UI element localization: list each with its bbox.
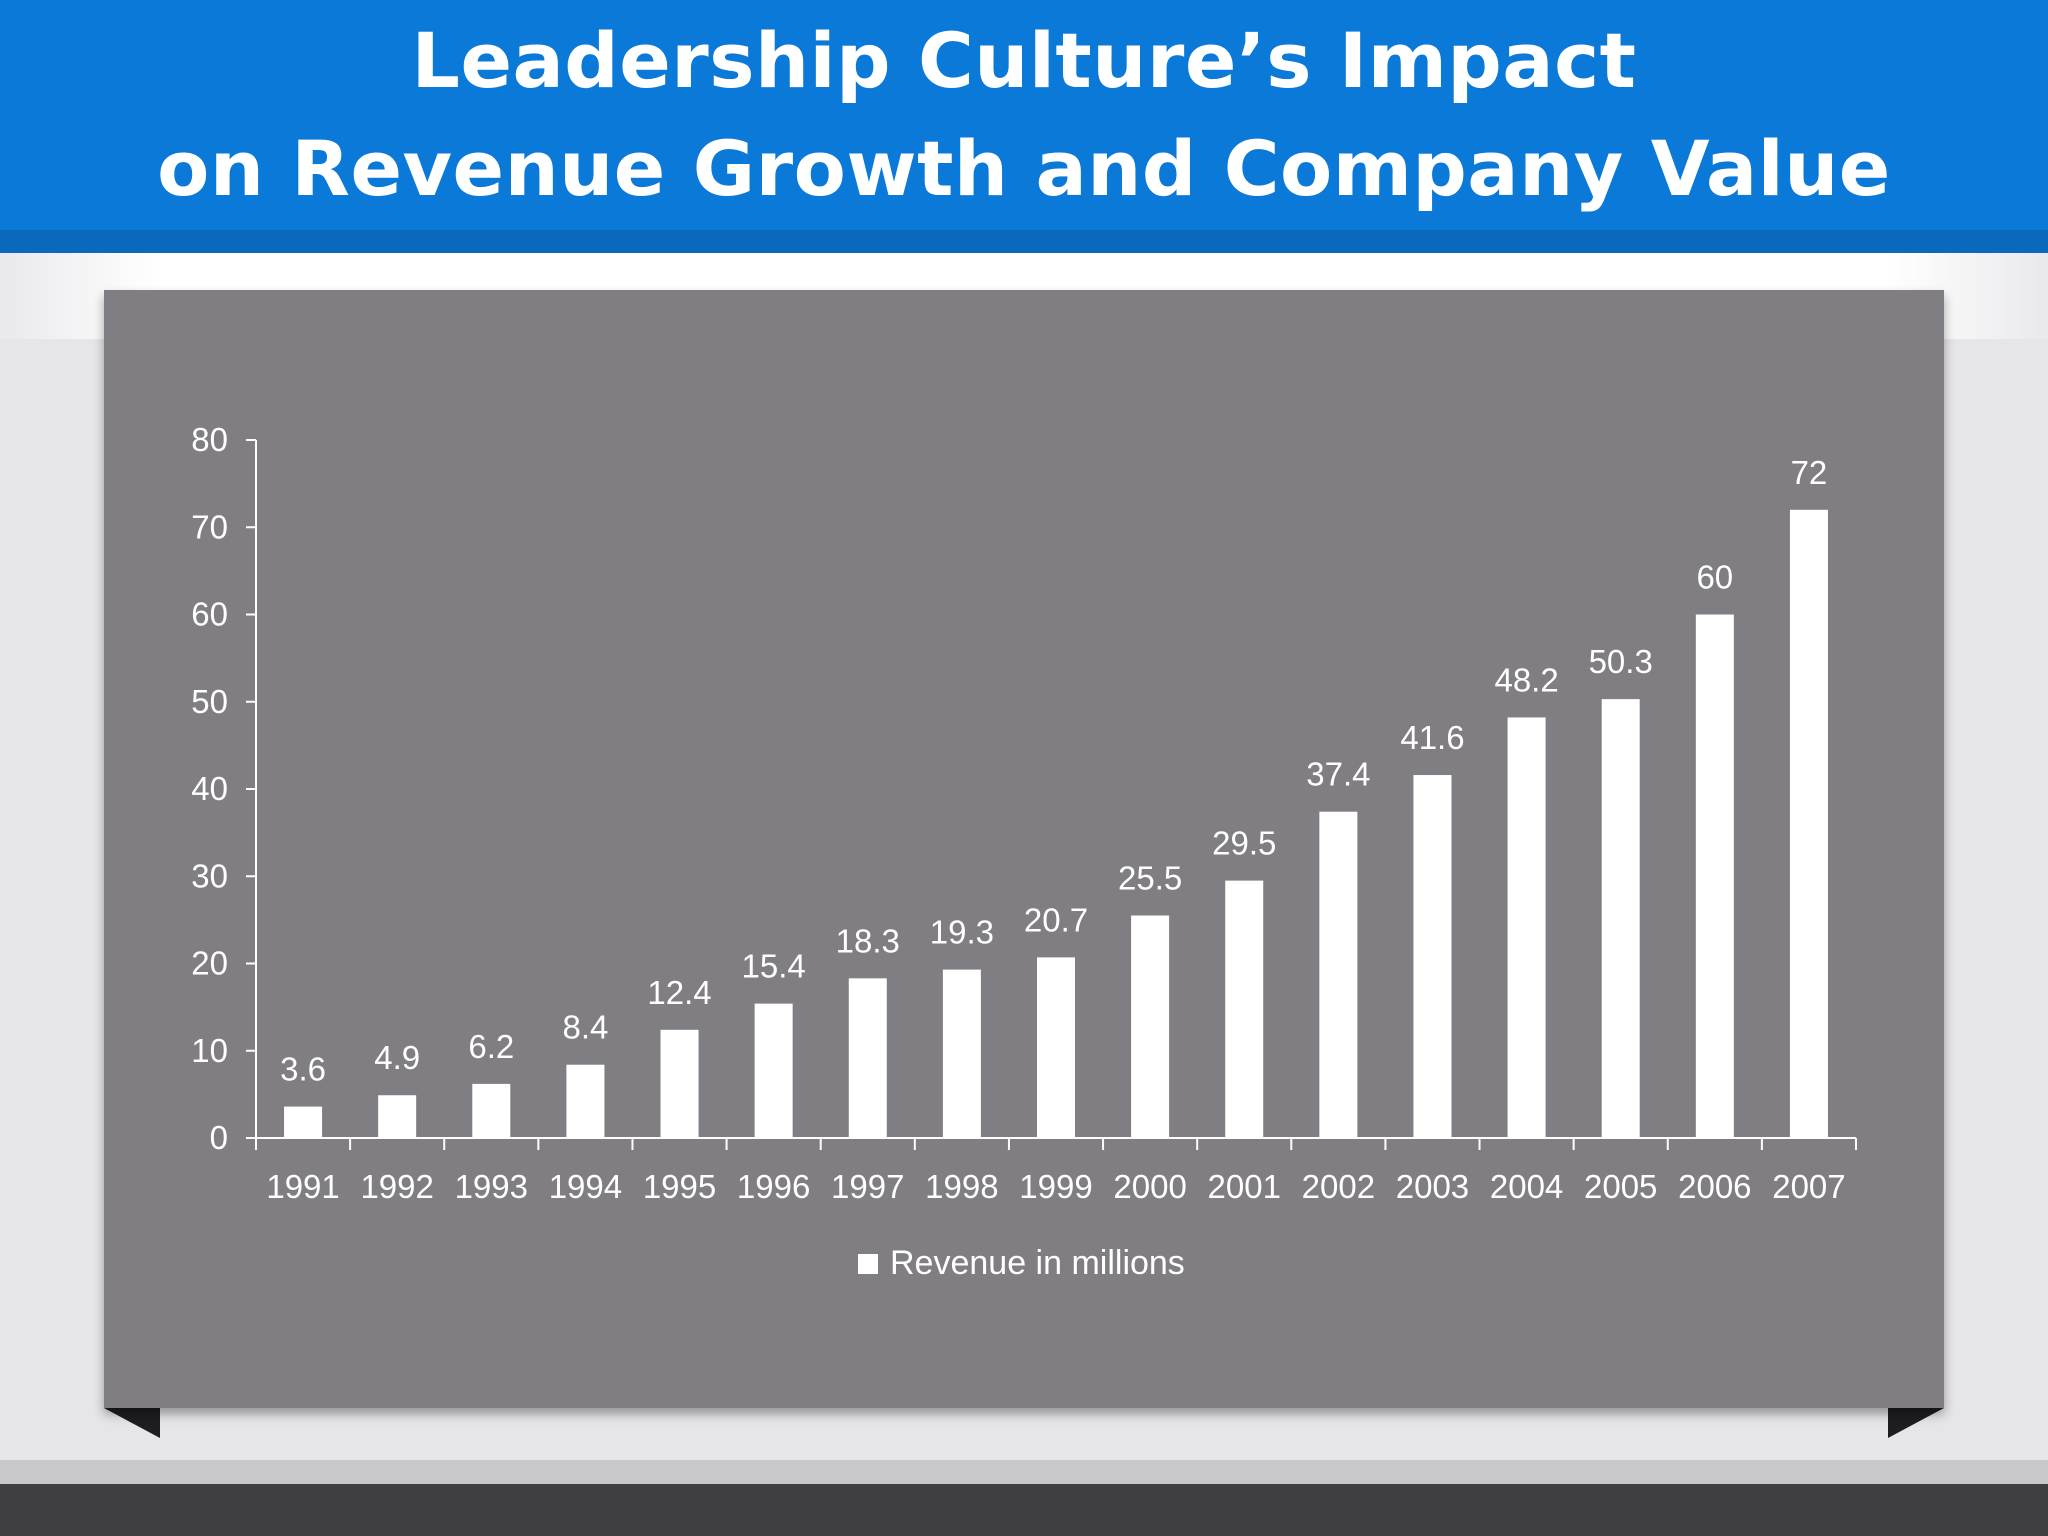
data-label-1994: 8.4 xyxy=(562,1009,608,1046)
bar-1994 xyxy=(566,1064,605,1138)
x-tick-label-1993: 1993 xyxy=(455,1168,528,1205)
y-tick-label: 50 xyxy=(191,683,228,720)
bar-1996 xyxy=(754,1003,793,1138)
bar-1991 xyxy=(284,1106,323,1138)
data-label-1997: 18.3 xyxy=(836,922,900,959)
chart-panel: 0 10 20 30 40 50 60 70 80 3.6 1991 4.9 1992 6.2 1993 8.… xyxy=(104,290,1944,1408)
data-label-2004: 48.2 xyxy=(1494,661,1558,698)
x-tick-label-1999: 1999 xyxy=(1019,1168,1092,1205)
data-label-2002: 37.4 xyxy=(1306,756,1370,793)
footer-bar xyxy=(0,1484,2048,1536)
legend-label: Revenue in millions xyxy=(890,1244,1185,1282)
bar-1992 xyxy=(378,1095,417,1138)
bar-1997 xyxy=(848,978,887,1138)
title-bar: Leadership Culture’s Impact on Revenue G… xyxy=(0,0,2048,230)
x-tick-label-2001: 2001 xyxy=(1208,1168,1281,1205)
x-tick-label-2004: 2004 xyxy=(1490,1168,1563,1205)
x-tick-label-2000: 2000 xyxy=(1113,1168,1186,1205)
legend-swatch xyxy=(858,1254,878,1274)
data-label-1996: 15.4 xyxy=(742,948,806,985)
x-tick-label-1998: 1998 xyxy=(925,1168,998,1205)
bar-2005 xyxy=(1601,699,1640,1138)
bar-1998 xyxy=(942,969,981,1138)
bar-2002 xyxy=(1319,811,1358,1138)
ribbon-fold-left xyxy=(104,1408,160,1438)
data-label-2006: 60 xyxy=(1696,559,1733,596)
data-label-1999: 20.7 xyxy=(1024,901,1088,938)
bar-1999 xyxy=(1037,957,1075,1138)
data-label-1993: 6.2 xyxy=(468,1028,514,1065)
data-label-1991: 3.6 xyxy=(280,1051,326,1088)
y-tick-label: 70 xyxy=(191,508,228,545)
data-label-2005: 50.3 xyxy=(1589,643,1653,680)
revenue-bar-chart: 0 10 20 30 40 50 60 70 80 3.6 1991 4.9 1992 6.2 1993 8.… xyxy=(191,421,1857,1282)
y-tick-label: 0 xyxy=(210,1119,228,1156)
data-label-1992: 4.9 xyxy=(374,1039,420,1076)
x-tick-label-1991: 1991 xyxy=(266,1168,339,1205)
ribbon-fold-right xyxy=(1888,1408,1944,1438)
data-label-1995: 12.4 xyxy=(647,974,711,1011)
bar-2004 xyxy=(1507,717,1546,1138)
bar-1993 xyxy=(472,1083,511,1138)
x-tick-label-1994: 1994 xyxy=(549,1168,622,1205)
bar-2000 xyxy=(1131,915,1170,1138)
bar-1995 xyxy=(660,1029,699,1138)
x-tick-label-1992: 1992 xyxy=(360,1168,433,1205)
slide-title-line-1: Leadership Culture’s Impact xyxy=(411,16,1637,105)
title-bar-edge xyxy=(0,230,2048,253)
y-tick-label: 40 xyxy=(191,770,228,807)
bar-2003 xyxy=(1413,775,1452,1138)
x-tick-label-2005: 2005 xyxy=(1584,1168,1657,1205)
data-label-2000: 25.5 xyxy=(1118,860,1182,897)
data-label-2007: 72 xyxy=(1791,454,1828,491)
slide-title-line-2: on Revenue Growth and Company Value xyxy=(157,124,1891,213)
x-tick-label-1997: 1997 xyxy=(831,1168,904,1205)
floor-line xyxy=(0,1460,2048,1484)
bar-2007 xyxy=(1789,509,1828,1138)
x-tick-label-2002: 2002 xyxy=(1302,1168,1375,1205)
data-label-2001: 29.5 xyxy=(1212,825,1276,862)
bar-2001 xyxy=(1225,880,1264,1138)
x-tick-label-2003: 2003 xyxy=(1396,1168,1469,1205)
y-tick-label: 20 xyxy=(191,945,228,982)
y-tick-label: 60 xyxy=(191,596,228,633)
y-tick-label: 10 xyxy=(191,1032,228,1069)
y-tick-label: 80 xyxy=(191,421,228,458)
x-tick-label-2007: 2007 xyxy=(1772,1168,1845,1205)
data-label-1998: 19.3 xyxy=(930,914,994,951)
bar-2006 xyxy=(1695,614,1734,1138)
x-tick-label-2006: 2006 xyxy=(1678,1168,1751,1205)
x-tick-label-1995: 1995 xyxy=(643,1168,716,1205)
x-tick-label-1996: 1996 xyxy=(737,1168,810,1205)
y-tick-label: 30 xyxy=(191,857,228,894)
data-label-2003: 41.6 xyxy=(1400,719,1464,756)
